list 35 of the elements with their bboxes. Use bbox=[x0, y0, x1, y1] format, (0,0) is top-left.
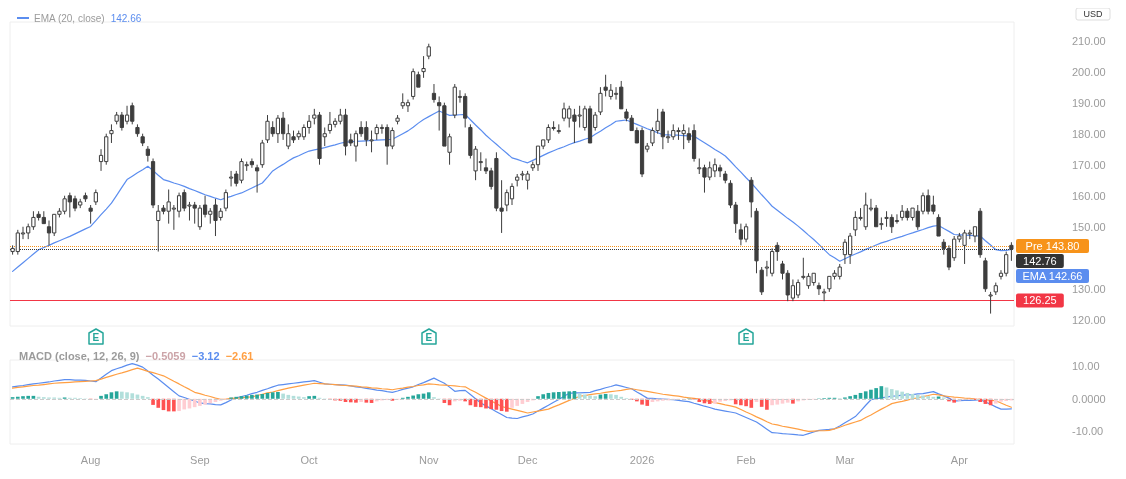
annotation: −2.61 bbox=[225, 349, 254, 362]
x-tick-label: Feb bbox=[736, 453, 756, 466]
text: USD bbox=[1083, 9, 1103, 19]
ref-line-label: 126.25 bbox=[1023, 294, 1057, 307]
annotation: 142.66 bbox=[110, 12, 142, 24]
y-tick-label: 150.00 bbox=[1072, 220, 1106, 233]
text: E bbox=[91, 332, 101, 343]
y-tick-label: 200.00 bbox=[1072, 65, 1106, 78]
y-tick-label: 160.00 bbox=[1072, 189, 1106, 202]
annotation: −0.5059 bbox=[145, 349, 186, 362]
y-tick-label: 120.00 bbox=[1072, 313, 1106, 326]
ref-line-label: Pre 143.80 bbox=[1025, 239, 1080, 252]
legend-label: EMA (20, close) bbox=[34, 12, 105, 24]
y-tick-label: 0.0000 bbox=[1072, 392, 1106, 405]
x-tick-label: Aug bbox=[80, 453, 101, 466]
text: EMA 142.66 bbox=[1022, 269, 1083, 282]
x-tick-label: Apr bbox=[950, 453, 969, 466]
y-tick-label: 10.00 bbox=[1072, 360, 1100, 373]
chart-title: MACD (close, 12, 26, 9) bbox=[19, 349, 140, 362]
x-tick-label: Sep bbox=[190, 453, 210, 466]
y-tick-label: 190.00 bbox=[1072, 96, 1106, 109]
text: E bbox=[741, 332, 751, 343]
text: E bbox=[424, 332, 434, 343]
y-tick-label: 170.00 bbox=[1072, 158, 1106, 171]
x-tick-label: Nov bbox=[418, 453, 440, 466]
ref-line-label: 142.76 bbox=[1023, 254, 1057, 267]
y-tick-label: -10.00 bbox=[1072, 425, 1104, 438]
annotation: −3.12 bbox=[191, 349, 220, 362]
x-tick-label: Oct bbox=[300, 453, 318, 466]
x-tick-label: Dec bbox=[517, 453, 538, 466]
y-tick-label: 180.00 bbox=[1072, 127, 1106, 140]
y-tick-label: 130.00 bbox=[1072, 282, 1106, 295]
x-tick-label: Mar bbox=[835, 453, 855, 466]
y-tick-label: 210.00 bbox=[1072, 34, 1106, 47]
x-tick-label: 2026 bbox=[629, 453, 655, 466]
